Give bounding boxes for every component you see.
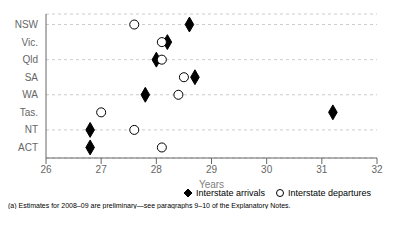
svg-text:30: 30 xyxy=(261,164,273,175)
html-text:Interstate arrivals: Interstate arrivals xyxy=(195,188,265,198)
svg-text:29: 29 xyxy=(206,164,218,175)
svg-text:27: 27 xyxy=(96,164,108,175)
svg-text:Tas.: Tas. xyxy=(20,107,38,118)
svg-text:28: 28 xyxy=(151,164,163,175)
svg-text:NSW: NSW xyxy=(15,19,39,30)
svg-text:Qld: Qld xyxy=(22,54,38,65)
svg-text:Years: Years xyxy=(199,179,224,190)
svg-text:31: 31 xyxy=(316,164,328,175)
html-text:(a) Estimates for 2008–09 are: (a) Estimates for 2008–09 are preliminar… xyxy=(8,202,291,209)
svg-text:WA: WA xyxy=(22,89,38,100)
html-text:Interstate departures: Interstate departures xyxy=(287,188,371,198)
svg-text:NT: NT xyxy=(25,124,38,135)
svg-text:Vic.: Vic. xyxy=(22,37,39,48)
svg-text:SA: SA xyxy=(25,72,39,83)
svg-text:26: 26 xyxy=(40,164,52,175)
svg-text:ACT: ACT xyxy=(18,142,38,153)
svg-text:32: 32 xyxy=(371,164,383,175)
